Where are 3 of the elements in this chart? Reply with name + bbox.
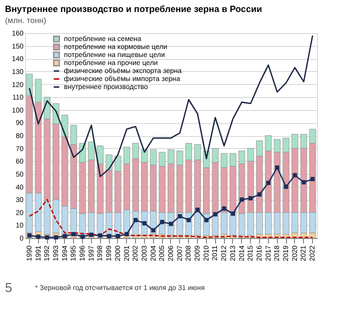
- chart-title: Внутреннее производство и потребление зерна в России: [5, 4, 262, 14]
- chart-subtitle: (млн. тонн): [5, 16, 47, 25]
- text: 5: [5, 280, 12, 295]
